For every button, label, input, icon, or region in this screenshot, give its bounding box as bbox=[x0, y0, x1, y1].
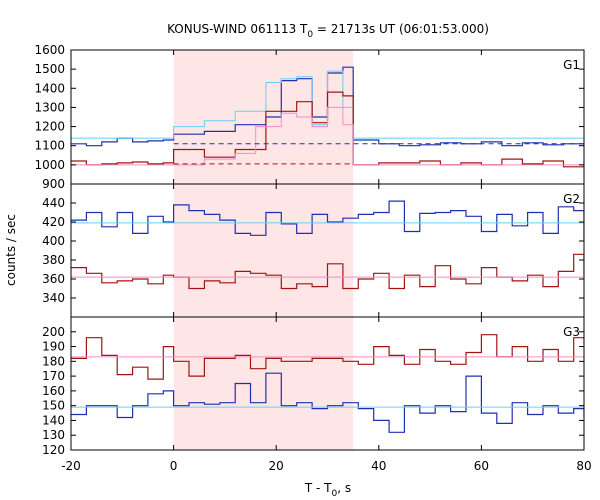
y-tick-label: 200 bbox=[42, 325, 65, 339]
y-tick-label: 150 bbox=[42, 399, 65, 413]
shaded-interval bbox=[173, 317, 354, 450]
y-tick-label: 1200 bbox=[34, 120, 65, 134]
y-tick-label: 130 bbox=[42, 428, 65, 442]
y-tick-label: 140 bbox=[42, 413, 65, 427]
x-tick-label: 80 bbox=[576, 459, 591, 473]
y-tick-label: 360 bbox=[42, 272, 65, 286]
shaded-interval bbox=[173, 184, 354, 317]
x-tick-label: -20 bbox=[61, 459, 81, 473]
series-line-g2-0 bbox=[71, 200, 584, 240]
y-tick-label: 1100 bbox=[34, 139, 65, 153]
y-tick-label: 180 bbox=[42, 354, 65, 368]
x-axis-label: T - T0, s bbox=[304, 481, 351, 499]
y-tick-label: 190 bbox=[42, 340, 65, 354]
panels-group: 9001000110012001300140015001600G13403603… bbox=[34, 43, 591, 473]
panel-label-g1: G1 bbox=[563, 58, 580, 72]
y-tick-label: 1300 bbox=[34, 100, 65, 114]
y-tick-label: 440 bbox=[42, 196, 65, 210]
panel-g2: 340 360 380 400 420 440 G2 bbox=[42, 183, 585, 318]
y-tick-label: 340 bbox=[42, 291, 65, 305]
x-tick-label: 60 bbox=[474, 459, 489, 473]
y-tick-label: 400 bbox=[42, 234, 65, 248]
y-tick-label: 170 bbox=[42, 369, 65, 383]
y-tick-label: 420 bbox=[42, 215, 65, 229]
panel-frame bbox=[70, 316, 585, 451]
y-tick-label: 1600 bbox=[34, 43, 65, 57]
x-tick-label: 40 bbox=[371, 459, 386, 473]
y-tick-label: 120 bbox=[42, 443, 65, 457]
x-tick-label: 0 bbox=[170, 459, 178, 473]
panel-label-g2: G2 bbox=[563, 192, 580, 206]
y-tick-label: 1500 bbox=[34, 62, 65, 76]
series-line-g3-0 bbox=[71, 334, 584, 380]
y-tick-label: 900 bbox=[42, 177, 65, 191]
y-axis-label: counts / sec bbox=[4, 214, 18, 286]
series-line-g1-3 bbox=[71, 106, 584, 166]
panel-label-g3: G3 bbox=[563, 325, 580, 339]
y-tick-label: 1400 bbox=[34, 81, 65, 95]
chart-title: KONUS-WIND 061113 T0 = 21713s UT (06:01:… bbox=[167, 22, 489, 40]
panel-g1: 900 1000 1100 1200 1300 1400 1500 1600 G1 bbox=[34, 43, 585, 191]
series-line-g1-1 bbox=[71, 70, 584, 139]
y-tick-label: 1000 bbox=[34, 158, 65, 172]
y-tick-label: 160 bbox=[42, 384, 65, 398]
series-line-g3-2 bbox=[71, 372, 584, 433]
y-tick-label: 380 bbox=[42, 253, 65, 267]
x-tick-label: 20 bbox=[269, 459, 284, 473]
